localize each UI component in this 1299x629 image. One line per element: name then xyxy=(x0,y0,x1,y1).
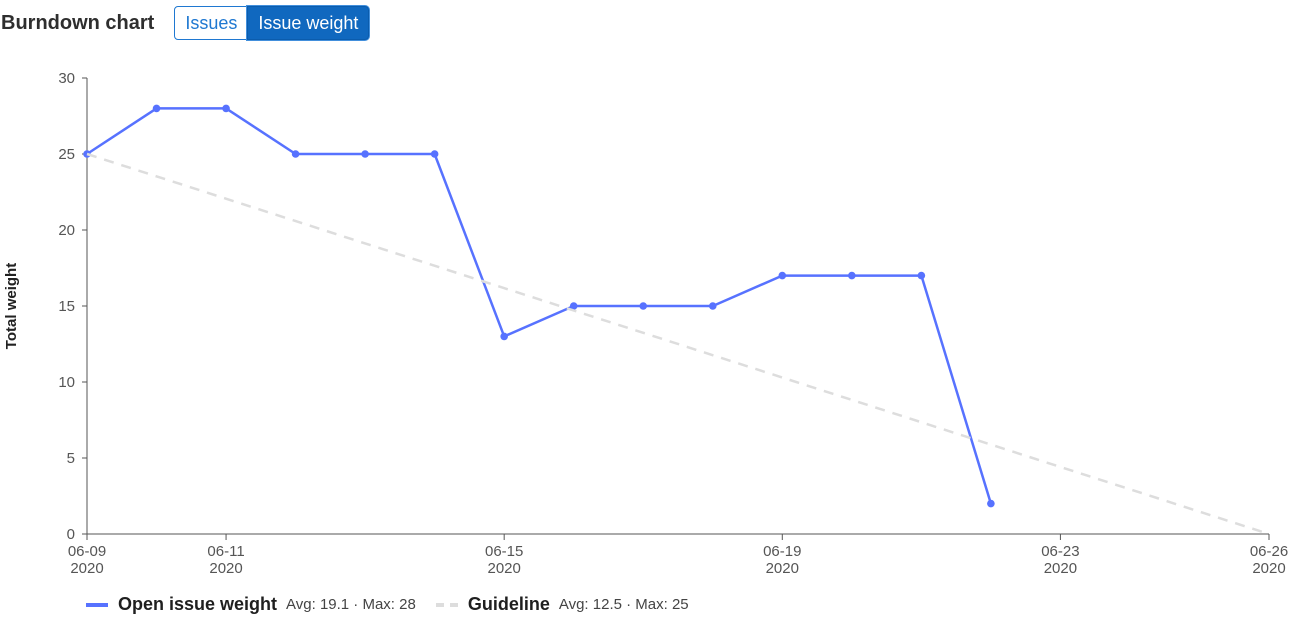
y-axis-label: Total weight xyxy=(3,263,20,349)
legend-stats: Avg: 19.1 · Max: 28 xyxy=(286,596,416,613)
legend-label: Open issue weight xyxy=(118,594,278,614)
guideline-line xyxy=(86,152,1270,536)
x-tick-label: 06-19 xyxy=(763,543,801,560)
issue-weight-toggle-button[interactable]: Issue weight xyxy=(247,6,370,40)
open-issue-weight-point xyxy=(987,499,995,508)
open-issue-weight-point xyxy=(222,104,230,113)
open-issue-weight-point xyxy=(848,271,856,280)
y-tick-label: 15 xyxy=(58,298,75,315)
legend-item-open-issue-weight[interactable]: Open issue weight Avg: 19.1 · Max: 28 xyxy=(86,594,416,615)
open-issue-weight-point xyxy=(152,104,161,113)
open-issue-weight-point xyxy=(291,150,300,158)
x-tick-year-label: 2020 xyxy=(766,560,799,577)
legend-label: Guideline xyxy=(467,594,550,614)
x-tick-label: 06-15 xyxy=(485,543,523,560)
y-tick-label: 0 xyxy=(67,526,75,543)
chart-header: Burndown chart Issues Issue weight xyxy=(0,6,370,40)
metric-toggle: Issues Issue weight xyxy=(174,6,370,40)
open-issue-weight-point xyxy=(778,271,787,280)
x-tick-label: 06-23 xyxy=(1041,543,1079,560)
x-tick-year-label: 2020 xyxy=(487,560,520,577)
open-issue-weight-point xyxy=(917,271,926,280)
open-issue-weight-line xyxy=(86,107,993,504)
x-tick-label: 06-11 xyxy=(207,543,244,560)
x-tick-label: 06-26 xyxy=(1250,543,1288,560)
burndown-chart: 05101520253006-09202006-11202006-1520200… xyxy=(3,70,1288,577)
open-issue-weight-point xyxy=(639,302,648,310)
open-issue-weight-point xyxy=(569,302,578,310)
chart-legend: Open issue weight Avg: 19.1 · Max: 28 Gu… xyxy=(86,594,709,615)
x-tick-year-label: 2020 xyxy=(1044,560,1077,577)
y-tick-label: 30 xyxy=(58,70,75,87)
chart-title: Burndown chart xyxy=(1,11,155,34)
legend-stats: Avg: 12.5 · Max: 25 xyxy=(558,596,689,613)
y-tick-label: 20 xyxy=(58,222,75,239)
legend-swatch-solid xyxy=(86,602,108,607)
legend-item-guideline[interactable]: Guideline Avg: 12.5 · Max: 25 xyxy=(435,594,689,615)
x-tick-year-label: 2020 xyxy=(1252,560,1285,577)
x-tick-year-label: 2020 xyxy=(70,560,103,577)
open-issue-weight-point xyxy=(708,302,717,310)
open-issue-weight-point xyxy=(430,150,439,158)
y-tick-label: 10 xyxy=(58,374,75,391)
y-tick-label: 25 xyxy=(58,146,75,163)
x-tick-label: 06-09 xyxy=(68,543,106,560)
x-tick-year-label: 2020 xyxy=(209,560,242,577)
y-tick-label: 5 xyxy=(67,450,75,467)
open-issue-weight-point xyxy=(500,332,508,341)
open-issue-weight-point xyxy=(361,150,369,158)
legend-swatch-dashed xyxy=(435,602,458,607)
